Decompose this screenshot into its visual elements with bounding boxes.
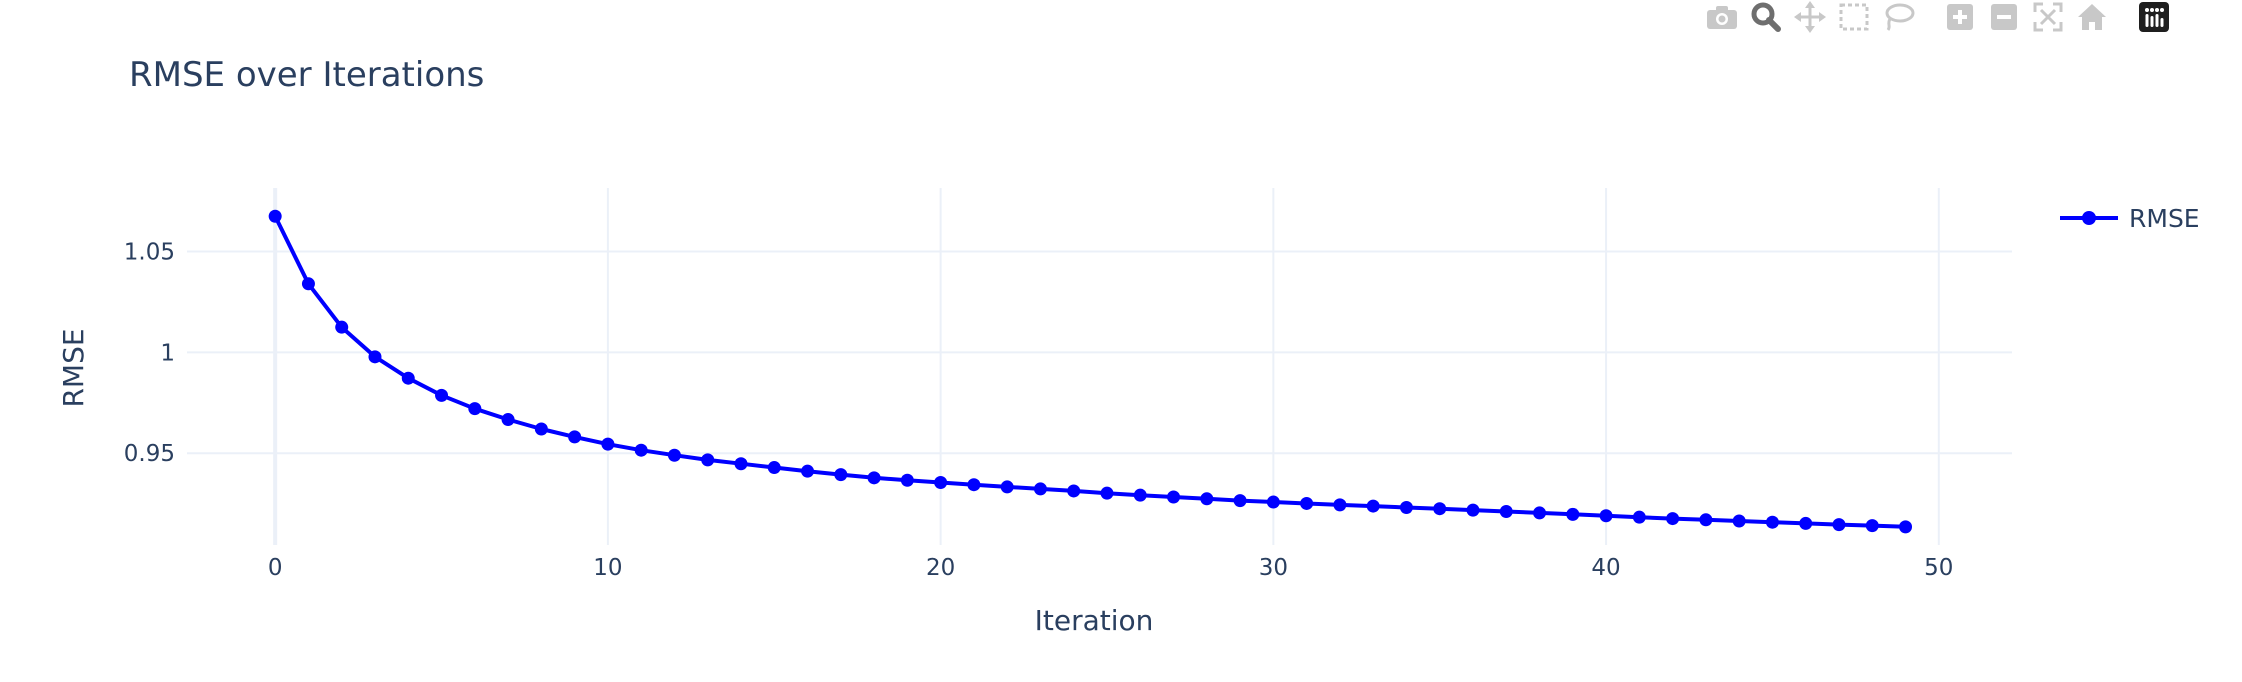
zoom-in-icon — [1947, 4, 1973, 30]
data-point[interactable] — [1799, 516, 1813, 530]
pan-button[interactable] — [1788, 1, 1832, 33]
data-point[interactable] — [734, 457, 748, 471]
data-point[interactable] — [934, 475, 948, 489]
data-point[interactable] — [1666, 512, 1680, 526]
box-select-button[interactable] — [1832, 2, 1876, 32]
data-point[interactable] — [1699, 513, 1713, 527]
x-tick-label: 10 — [593, 555, 622, 581]
autoscale-button[interactable] — [2026, 2, 2070, 32]
data-point[interactable] — [767, 461, 781, 475]
y-tick-label: 1.05 — [124, 240, 175, 266]
data-point[interactable] — [534, 422, 548, 436]
data-point[interactable] — [601, 437, 615, 451]
data-point[interactable] — [501, 413, 515, 427]
data-point[interactable] — [1533, 506, 1547, 520]
zoom-icon — [1751, 2, 1781, 32]
camera-icon — [1707, 6, 1737, 29]
data-point[interactable] — [1167, 490, 1181, 504]
data-point[interactable] — [1133, 488, 1147, 502]
x-tick-label: 50 — [1924, 555, 1953, 581]
x-tick-label: 40 — [1591, 555, 1620, 581]
box-select-icon — [1839, 3, 1869, 31]
data-point[interactable] — [1333, 498, 1347, 512]
x-tick-label: 0 — [268, 555, 283, 581]
data-point[interactable] — [1765, 515, 1779, 529]
zoom-out-button[interactable] — [1982, 2, 2026, 32]
data-point[interactable] — [1366, 499, 1380, 513]
data-point[interactable] — [568, 430, 582, 444]
data-point[interactable] — [1865, 519, 1879, 533]
data-point[interactable] — [834, 468, 848, 482]
data-point[interactable] — [1033, 482, 1047, 496]
legend-marker-swatch — [2082, 211, 2096, 225]
lasso-icon — [1885, 3, 1915, 31]
data-point[interactable] — [1067, 484, 1081, 498]
data-point[interactable] — [468, 402, 482, 416]
data-point[interactable] — [1899, 520, 1913, 534]
autoscale-icon — [2033, 2, 2063, 32]
y-axis-title: RMSE — [57, 328, 90, 407]
data-point[interactable] — [435, 388, 449, 402]
x-tick-label: 30 — [1259, 555, 1288, 581]
y-tick-label: 0.95 — [124, 441, 175, 467]
data-point[interactable] — [701, 453, 715, 467]
data-point[interactable] — [1466, 503, 1480, 517]
data-point[interactable] — [900, 473, 914, 487]
data-point[interactable] — [368, 350, 382, 364]
x-tick-label: 20 — [926, 555, 955, 581]
y-tick-label: 1 — [160, 340, 175, 366]
axis-ticks: 0 10 20 30 40 50 0.95 1 1.05 — [124, 240, 1954, 581]
data-point[interactable] — [867, 471, 881, 485]
data-point[interactable] — [1632, 510, 1646, 524]
pan-icon — [1794, 1, 1826, 33]
x-axis-title: Iteration — [1035, 604, 1154, 637]
data-point[interactable] — [1000, 480, 1014, 494]
data-point[interactable] — [301, 277, 315, 291]
data-point[interactable] — [1566, 507, 1580, 521]
series-layer[interactable] — [268, 209, 1913, 534]
lasso-select-button[interactable] — [1876, 2, 1920, 32]
data-point[interactable] — [801, 464, 815, 478]
data-point[interactable] — [1233, 494, 1247, 508]
reset-axes-icon — [2078, 4, 2106, 30]
grid — [187, 188, 2012, 545]
data-point[interactable] — [1599, 509, 1613, 523]
legend[interactable]: RMSE — [2060, 204, 2200, 233]
data-point[interactable] — [1100, 486, 1114, 500]
data-point[interactable] — [1200, 492, 1214, 506]
data-point[interactable] — [268, 209, 282, 223]
download-png-button[interactable] — [1700, 2, 1744, 32]
plotly-logo-icon — [2139, 2, 2169, 32]
data-point[interactable] — [667, 448, 681, 462]
data-point[interactable] — [634, 443, 648, 457]
data-point[interactable] — [335, 320, 349, 334]
modebar — [1700, 0, 2176, 34]
zoom-out-icon — [1991, 4, 2017, 30]
data-point[interactable] — [1832, 518, 1846, 532]
data-point[interactable] — [1266, 495, 1280, 509]
data-point[interactable] — [1732, 514, 1746, 528]
data-point[interactable] — [1399, 500, 1413, 514]
data-point[interactable] — [1300, 496, 1314, 510]
reset-axes-button[interactable] — [2070, 2, 2114, 32]
data-point[interactable] — [1499, 505, 1513, 519]
data-point[interactable] — [967, 478, 981, 492]
legend-label: RMSE — [2129, 204, 2200, 233]
data-point[interactable] — [1433, 502, 1447, 516]
chart-title: RMSE over Iterations — [129, 55, 484, 95]
data-point[interactable] — [401, 371, 415, 385]
zoom-button[interactable] — [1744, 2, 1788, 32]
plotly-logo-link[interactable] — [2132, 2, 2176, 32]
zoom-in-button[interactable] — [1938, 2, 1982, 32]
